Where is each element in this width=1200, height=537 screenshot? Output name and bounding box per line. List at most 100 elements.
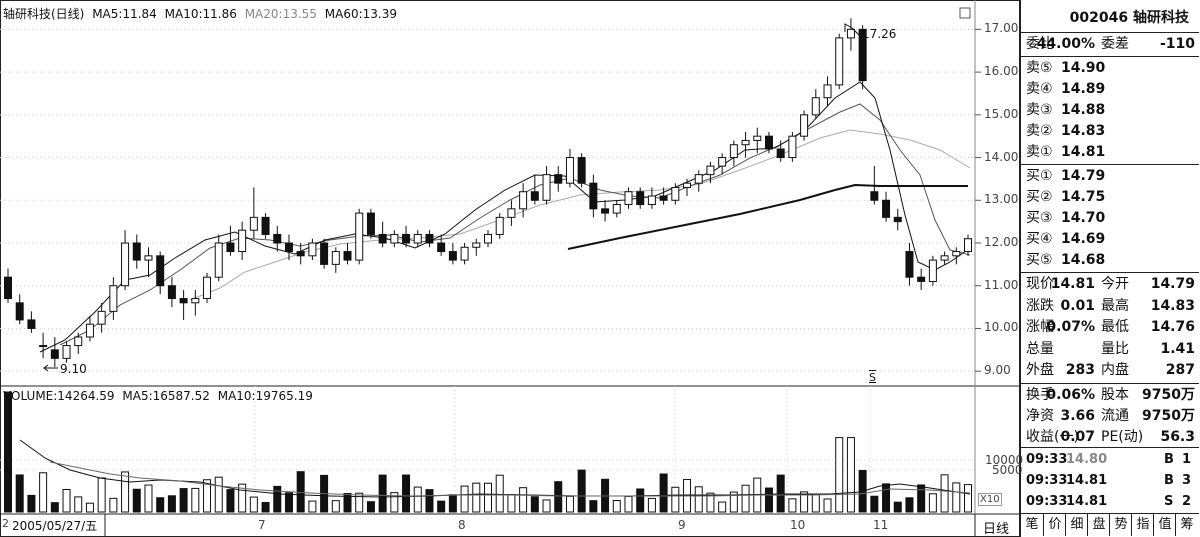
candle-64[interactable] [753,127,762,154]
candle-41[interactable] [484,230,492,248]
candle-15[interactable] [179,290,188,320]
candle-48[interactable] [565,149,574,188]
volume-bar-2[interactable] [27,494,36,513]
candle-23[interactable] [273,225,282,252]
tab-3[interactable]: 盘 [1087,514,1110,536]
volume-bar-5[interactable] [62,488,71,513]
candle-62[interactable] [729,140,738,167]
candle-13[interactable] [156,251,165,295]
candle-2[interactable] [27,311,36,333]
candle-14[interactable] [167,277,176,308]
volume-bar-61[interactable] [718,501,727,513]
candle-74[interactable] [870,166,879,205]
candlestick-series[interactable] [4,18,972,367]
candle-19[interactable] [226,225,235,256]
volume-bar-9[interactable] [109,497,118,513]
period-tab-daily[interactable]: 日线 [983,522,1010,537]
candle-29[interactable] [343,243,352,265]
candle-4[interactable] [50,337,59,367]
candle-10[interactable] [121,230,130,290]
volume-bar-17[interactable] [203,479,212,513]
volume-bar-50[interactable] [589,500,598,513]
candle-68[interactable] [800,110,809,141]
volume-bar-52[interactable] [612,500,621,513]
candle-24[interactable] [284,234,293,261]
volume-bar-76[interactable] [893,501,902,513]
volume-bar-41[interactable] [484,482,492,513]
volume-bar-22[interactable] [261,501,270,513]
candle-28[interactable] [331,247,340,273]
volume-bar-0[interactable] [4,391,12,513]
volume-bar-3[interactable] [39,472,48,513]
candle-75[interactable] [882,191,891,222]
tab-5[interactable]: 指 [1131,514,1154,536]
candle-70[interactable] [823,76,832,107]
candle-60[interactable] [706,161,715,184]
candle-58[interactable] [683,178,692,196]
volume-bar-71[interactable] [835,437,844,513]
candle-6[interactable] [74,332,83,355]
volume-bar-69[interactable] [811,494,820,513]
volume-bar-70[interactable] [823,498,832,513]
candle-46[interactable] [542,166,551,205]
candle-82[interactable] [964,234,972,256]
volume-bar-21[interactable] [249,496,258,513]
tab-0[interactable]: 笔 [1025,517,1039,532]
candle-5[interactable] [62,341,71,363]
candle-57[interactable] [671,183,680,205]
volume-bar-11[interactable] [132,488,141,513]
candle-1[interactable] [15,294,24,325]
candle-21[interactable] [249,187,258,239]
candle-11[interactable] [132,234,141,269]
candle-12[interactable] [144,247,153,278]
volume-bar-45[interactable] [530,496,539,513]
candle-78[interactable] [917,268,926,290]
volume-bar-67[interactable] [788,498,797,513]
volume-bar-8[interactable] [97,477,106,513]
candle-37[interactable] [437,234,446,256]
window-toggle-icon[interactable] [959,7,971,19]
candle-8[interactable] [97,302,106,333]
volume-bar-55[interactable] [647,497,656,513]
candle-3[interactable] [39,332,48,359]
candle-22[interactable] [261,213,270,239]
volume-bar-78[interactable] [917,484,926,513]
volume-bar-77[interactable] [905,497,914,513]
volume-bar-24[interactable] [284,492,293,513]
candle-32[interactable] [378,221,387,248]
candle-67[interactable] [788,131,797,162]
volume-bar-29[interactable] [343,492,352,513]
volume-bar-33[interactable] [390,492,399,513]
volume-bar-20[interactable] [238,483,247,513]
volume-bar-39[interactable] [460,485,469,513]
candle-72[interactable] [846,18,855,51]
volume-bar-36[interactable] [425,489,434,513]
candle-63[interactable] [741,131,750,158]
volume-bar-37[interactable] [437,500,446,513]
candle-33[interactable] [390,230,399,248]
volume-bar-18[interactable] [214,476,223,513]
volume-bar-14[interactable] [167,495,176,513]
candle-65[interactable] [764,131,773,154]
volume-bar-62[interactable] [729,491,738,513]
candle-18[interactable] [214,234,223,282]
candle-73[interactable] [858,25,867,90]
volume-bar-53[interactable] [624,495,633,513]
volume-bar-1[interactable] [15,474,24,513]
tab-6[interactable]: 值 [1153,514,1176,536]
candle-26[interactable] [308,238,317,261]
volume-bar-74[interactable] [870,495,879,513]
candle-51[interactable] [601,200,610,222]
candle-30[interactable] [355,208,364,265]
candle-17[interactable] [203,272,212,303]
candle-31[interactable] [366,208,375,239]
volume-bar-10[interactable] [121,471,130,513]
candle-25[interactable] [296,243,305,265]
volume-bar-57[interactable] [671,486,680,513]
candle-71[interactable] [835,33,844,90]
volume-bar-12[interactable] [144,484,153,513]
volume-bars[interactable] [4,391,972,513]
volume-bar-68[interactable] [800,491,809,513]
volume-bar-59[interactable] [694,486,703,513]
volume-bar-72[interactable] [846,437,855,513]
